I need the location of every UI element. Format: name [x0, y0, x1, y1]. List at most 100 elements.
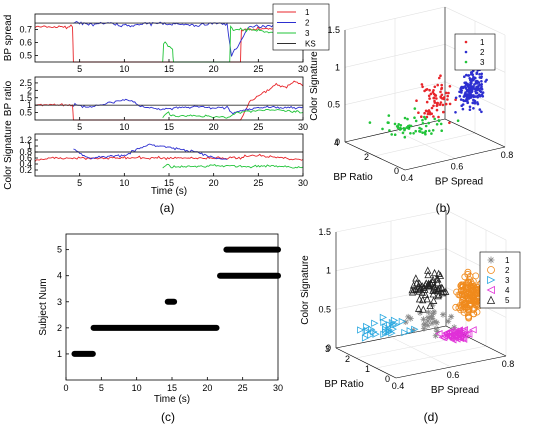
point-2	[470, 71, 474, 74]
point-1	[423, 111, 426, 115]
point-1	[420, 83, 424, 86]
point-3	[424, 124, 428, 128]
point-1	[434, 328, 441, 335]
point-4	[458, 334, 467, 342]
point-3	[428, 129, 431, 133]
y-tick-label: 1.5	[19, 93, 32, 103]
point-1	[444, 91, 448, 95]
axis-edge	[335, 347, 397, 379]
point-2	[454, 96, 458, 100]
point-4	[455, 330, 464, 338]
point-1	[429, 92, 433, 96]
point-3	[393, 122, 397, 126]
point-1	[430, 106, 434, 110]
point-2	[462, 95, 466, 98]
point-1	[421, 85, 424, 89]
y-tick-label: 0.2	[19, 165, 32, 175]
point-2	[470, 296, 478, 304]
y-axis-label: BP spread	[3, 15, 14, 62]
point-1	[433, 101, 437, 104]
point-1	[424, 314, 431, 321]
point-2	[466, 101, 470, 104]
point-5	[424, 266, 432, 274]
point-3	[435, 123, 439, 126]
point-1	[431, 318, 438, 325]
point-2	[461, 107, 465, 111]
y-tick-label: 1	[27, 100, 32, 110]
x-axis-label: BP Spread	[435, 177, 483, 188]
legend-label: 4	[505, 286, 510, 295]
point-5	[430, 268, 439, 277]
z-tick-label: 1.5	[318, 227, 331, 237]
point-5	[421, 290, 430, 299]
point-2	[464, 86, 468, 90]
y-tick-label: 2	[345, 354, 350, 364]
point-1	[426, 112, 430, 116]
point-2	[480, 87, 484, 91]
point-1	[427, 94, 431, 98]
point-2	[464, 83, 468, 86]
series-2-line	[72, 98, 304, 115]
point-3	[401, 328, 409, 337]
x-tick-label: 20	[209, 122, 219, 132]
point-2	[465, 89, 469, 93]
point-4	[435, 329, 443, 338]
point-1	[440, 87, 443, 91]
x-axis-label: BP Spread	[431, 385, 479, 396]
point-3	[424, 117, 427, 121]
point-2	[480, 93, 484, 96]
x-tick-label: 5	[99, 383, 104, 393]
point-1	[432, 325, 439, 332]
point-2	[463, 75, 466, 78]
point-1	[417, 111, 420, 114]
point-1	[451, 324, 458, 331]
point-4	[451, 333, 460, 342]
point-5	[419, 305, 427, 313]
point-2	[471, 101, 475, 105]
point-1	[433, 85, 437, 89]
point-2	[465, 289, 473, 297]
point-2	[475, 85, 478, 89]
point-4	[442, 329, 451, 337]
point-5	[429, 286, 437, 294]
caption-c: (c)	[161, 410, 175, 424]
point-1	[440, 93, 444, 97]
point-5	[429, 275, 437, 283]
point-5	[434, 286, 442, 295]
point-2	[463, 81, 467, 85]
point-3	[403, 135, 407, 139]
point-1	[439, 311, 446, 318]
panel-c: 1 2 3 4 5 0 5 10 15 20 25 30 Time (s) Subject Num	[38, 233, 283, 405]
point-4	[445, 331, 453, 340]
point-5	[414, 304, 423, 312]
subplot-2: 0.511.522.5 5 10 15 20 25 30 BP ratio	[3, 76, 308, 132]
point-3	[390, 321, 398, 329]
point-2	[457, 306, 465, 314]
point-3	[382, 325, 390, 333]
point-1	[439, 74, 442, 77]
point-2	[481, 91, 485, 94]
point-3	[431, 129, 435, 132]
y-tick-label: 3	[325, 344, 330, 354]
y-tick-label: 5	[57, 245, 62, 255]
point-2	[465, 97, 469, 100]
point-1	[402, 319, 409, 326]
point-3	[367, 331, 375, 339]
point-1	[410, 327, 417, 334]
series-2-line	[73, 143, 228, 160]
y-axis-label: BP Ratio	[324, 379, 364, 390]
point-2	[480, 85, 483, 88]
point-3	[427, 121, 431, 125]
point-3	[398, 128, 402, 131]
y-tick-label: 4	[334, 138, 339, 148]
point-1	[428, 97, 431, 100]
y-axis-label: Subject Num	[38, 278, 49, 335]
point-3	[371, 319, 379, 327]
point-5	[423, 295, 431, 303]
series-1-line	[34, 153, 304, 162]
x-tick-label: 25	[238, 383, 248, 393]
point-3	[380, 318, 388, 327]
y-tick-label: 2	[27, 85, 32, 95]
